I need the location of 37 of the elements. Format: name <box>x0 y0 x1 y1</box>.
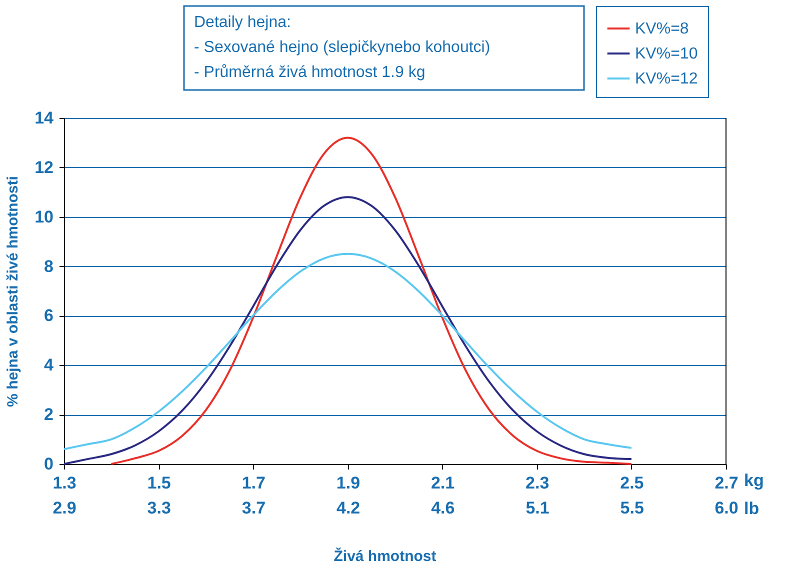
x-tick-label: 2.7 <box>714 474 738 492</box>
y-tick-label: 14 <box>34 108 54 128</box>
x2-tick-label: 3.3 <box>147 498 171 518</box>
x2-tick-label: 3.7 <box>242 498 266 518</box>
x-tick-label: 1.7 <box>242 474 266 492</box>
x-tick-label: 1.9 <box>336 474 360 492</box>
legend-label: KV%=10 <box>635 46 698 62</box>
x-tick-label: 1.5 <box>147 474 171 492</box>
text: - Sexované hejno (slepičkynebo kohoutci) <box>194 39 490 56</box>
y-tick-label: 8 <box>44 256 54 276</box>
text: Detaily hejna: <box>194 14 291 31</box>
y-tick-label: 12 <box>34 158 54 177</box>
x-tick-label: 2.5 <box>620 474 644 492</box>
y-tick-label: 6 <box>44 306 54 326</box>
x2-tick-label: 2.9 <box>52 498 76 518</box>
x2-tick-label: 4.6 <box>431 498 455 518</box>
text: kg <box>744 471 764 490</box>
x2-tick-label: 4.2 <box>336 498 360 518</box>
y-tick-label: 10 <box>34 207 54 226</box>
x-axis-title: Živá hmotnost <box>334 547 436 565</box>
y-tick-label: 2 <box>44 405 54 424</box>
y-tick-label: 4 <box>44 356 54 375</box>
y-tick-label: 0 <box>44 454 54 474</box>
line-series <box>110 136 632 465</box>
text: - Průměrná živá hmotnost 1.9 kg <box>194 64 426 81</box>
x2-tick-label: 5.1 <box>526 498 550 518</box>
text: lb <box>744 499 760 518</box>
line-series <box>63 196 632 465</box>
x-tick-label: 2.3 <box>526 474 550 492</box>
x-tick-label: 1.3 <box>52 474 76 492</box>
line-series <box>63 252 632 450</box>
x-tick-label: 2.1 <box>430 474 455 492</box>
x2-tick-label: 6.0 <box>714 498 738 518</box>
x2-tick-label: 5.5 <box>620 498 644 518</box>
legend-label: KV%=12 <box>635 70 698 88</box>
y-axis-title: % hejna v oblasti živé hmotnosti <box>4 176 22 407</box>
legend-label: KV%=8 <box>635 20 689 38</box>
